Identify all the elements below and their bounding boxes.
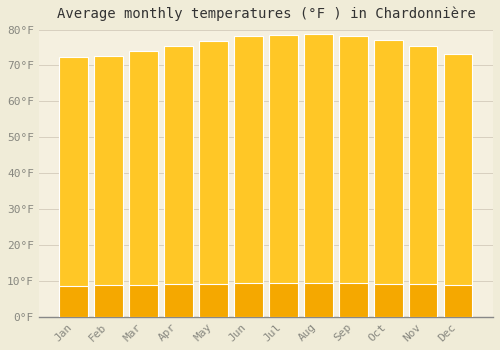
Bar	[199, 284, 228, 317]
Bar	[130, 285, 158, 317]
Bar	[164, 46, 193, 317]
Bar	[409, 46, 438, 317]
Bar	[94, 286, 123, 317]
Bar	[269, 35, 298, 317]
Bar	[339, 36, 368, 317]
Bar	[234, 36, 263, 317]
Bar	[234, 283, 263, 317]
Bar	[444, 285, 472, 317]
Title: Average monthly temperatures (°F ) in Chardonnière: Average monthly temperatures (°F ) in Ch…	[56, 7, 476, 21]
Bar	[269, 283, 298, 317]
Bar	[444, 54, 472, 317]
Bar	[60, 57, 88, 317]
Bar	[60, 286, 88, 317]
Bar	[374, 40, 402, 317]
Bar	[130, 51, 158, 317]
Bar	[304, 283, 332, 317]
Bar	[339, 283, 368, 317]
Bar	[409, 284, 438, 317]
Bar	[94, 56, 123, 317]
Bar	[374, 284, 402, 317]
Bar	[199, 41, 228, 317]
Bar	[164, 284, 193, 317]
Bar	[304, 34, 332, 317]
